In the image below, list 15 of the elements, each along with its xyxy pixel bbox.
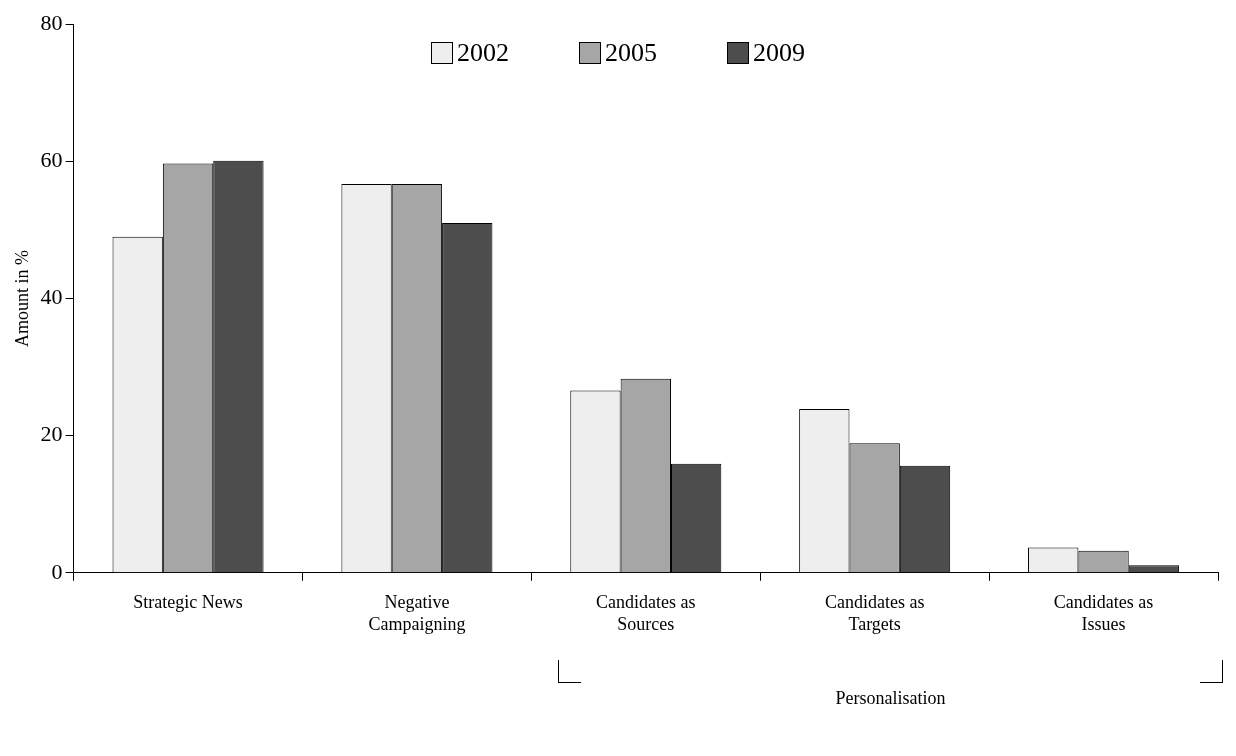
x-tick-label: Candidates as Targets [824,592,925,634]
legend-label: 2005 [605,38,657,68]
x-tick-label: Negative Campaigning [368,592,466,634]
y-tick-label: 80 [40,9,63,35]
y-tick-label: 60 [40,147,63,173]
y-tick-label: 20 [40,421,63,447]
text: Personalisation [834,688,947,709]
legend-label: 2002 [457,38,509,68]
x-tick-label: Candidates as Sources [596,592,696,634]
y-tick-label: 0 [51,558,63,584]
x-tick-label: Candidates as Issues [1053,592,1154,634]
x-tick-label: Strategic News [133,592,243,613]
y-tick-label: 40 [40,284,63,310]
legend-label: 2009 [753,38,805,68]
y-axis-title: Amount in % [11,250,32,347]
